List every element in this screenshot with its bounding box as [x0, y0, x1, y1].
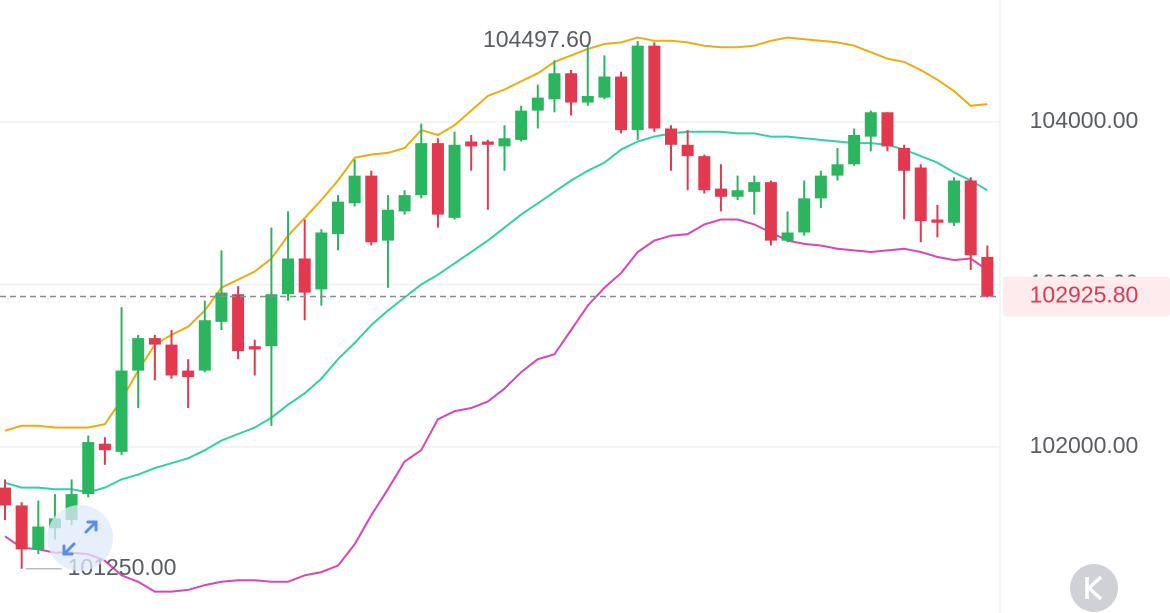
- candle-body: [981, 256, 994, 297]
- candle-body: [332, 201, 344, 235]
- candle-body: [98, 443, 111, 451]
- candle-body: [515, 110, 528, 140]
- k-icon: [1085, 575, 1103, 601]
- candle-body: [315, 232, 328, 290]
- candle-body: [731, 190, 744, 197]
- candle-body: [215, 292, 228, 322]
- candle-body: [132, 338, 145, 371]
- candle-body: [648, 45, 661, 129]
- bands: [4, 36, 988, 593]
- candle-body: [431, 143, 444, 215]
- candle-body: [82, 442, 95, 495]
- candle-body: [32, 526, 45, 550]
- candle-body: [198, 320, 211, 371]
- candle-body: [798, 198, 811, 233]
- last-price-label: 102925.80: [1030, 282, 1139, 308]
- band-line: [4, 130, 988, 494]
- candle-body: [848, 135, 861, 165]
- candle-body: [948, 180, 961, 223]
- candle-body: [465, 141, 478, 147]
- candle-body: [781, 232, 794, 241]
- candle-body: [831, 164, 844, 176]
- candle-body: [15, 505, 28, 550]
- fullscreen-button[interactable]: [47, 505, 113, 571]
- candle-body: [348, 175, 361, 204]
- candle-body: [898, 148, 911, 171]
- k-button[interactable]: [1070, 564, 1118, 612]
- candle-body: [398, 195, 411, 212]
- candle-body: [598, 76, 611, 98]
- candle-body: [248, 346, 261, 350]
- candle-body: [265, 294, 278, 347]
- candle-body: [282, 258, 295, 295]
- candle-body: [165, 344, 178, 376]
- candle-body: [548, 73, 561, 100]
- fullscreen-icon: [62, 520, 98, 556]
- candle-body: [698, 156, 711, 191]
- band-line: [4, 218, 988, 593]
- candle-body: [182, 370, 195, 378]
- candle-body: [531, 97, 544, 111]
- candle-body: [864, 112, 877, 137]
- candle-body: [0, 487, 11, 506]
- candle-body: [881, 112, 894, 147]
- candle-body: [581, 96, 594, 103]
- candle-body: [681, 144, 694, 157]
- y-tick-label: 102000.00: [1030, 432, 1139, 458]
- grid: [0, 121, 1000, 448]
- candle-body: [814, 175, 827, 199]
- last-price-tag: [1003, 276, 1170, 317]
- candle-body: [232, 294, 245, 352]
- candle-body: [665, 128, 677, 145]
- candle-body: [714, 188, 727, 197]
- candle-body: [964, 180, 977, 256]
- candle-body: [565, 73, 578, 103]
- candle-body: [931, 219, 944, 223]
- candle-body: [631, 45, 644, 131]
- candle-body: [764, 182, 777, 241]
- candle-body: [381, 209, 394, 241]
- candle-body: [148, 338, 161, 345]
- candle-body: [415, 143, 428, 196]
- candle-body: [748, 182, 761, 192]
- y-tick-label: 104000.00: [1030, 107, 1139, 133]
- candle-body: [448, 144, 461, 218]
- candle-body: [481, 141, 494, 145]
- candle-body: [298, 258, 311, 293]
- band-line: [4, 36, 988, 432]
- candle-body: [914, 167, 927, 222]
- candle-body: [115, 370, 128, 452]
- candle-body: [365, 175, 378, 243]
- candle-body: [498, 138, 511, 147]
- candles: [0, 41, 994, 569]
- candle-body: [615, 76, 628, 131]
- labels: 102000.00103000.00104000.00104497.601012…: [0, 26, 1170, 580]
- max-label: 104497.60: [483, 26, 592, 52]
